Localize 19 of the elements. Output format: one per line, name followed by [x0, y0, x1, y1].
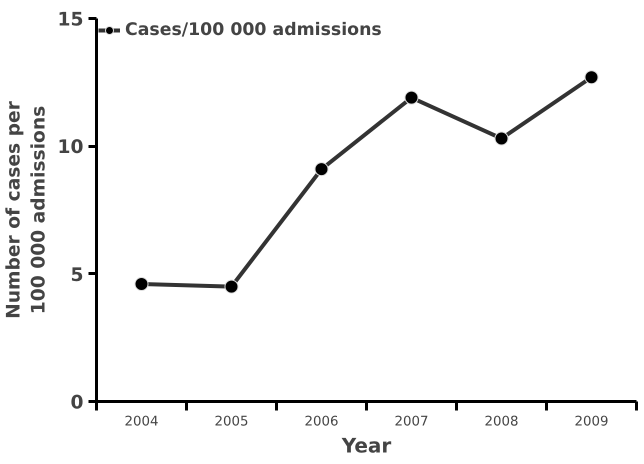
point — [224, 280, 238, 294]
point — [314, 162, 328, 176]
x-tick-label: 2008 — [484, 414, 518, 430]
legend-label: Cases/100 000 admissions — [125, 20, 382, 40]
x-tick-label: 2006 — [304, 414, 338, 430]
y-tick-label: 15 — [58, 10, 84, 30]
x-axis-title: Year — [340, 434, 392, 458]
y-axis-title: Number of cases per 100 000 admissions — [3, 100, 50, 319]
point — [404, 90, 418, 105]
y-tick-label: 10 — [58, 137, 84, 158]
y-tick-label: 5 — [70, 264, 84, 286]
point — [584, 70, 598, 84]
point — [134, 277, 148, 292]
x-tick-label: 2005 — [214, 414, 248, 430]
x-tick-label: 2004 — [124, 414, 158, 430]
x-tick-label: 2007 — [394, 414, 428, 430]
x-tick-label: 2009 — [574, 414, 608, 430]
y-tick-label: 0 — [70, 392, 84, 414]
point — [494, 132, 508, 146]
